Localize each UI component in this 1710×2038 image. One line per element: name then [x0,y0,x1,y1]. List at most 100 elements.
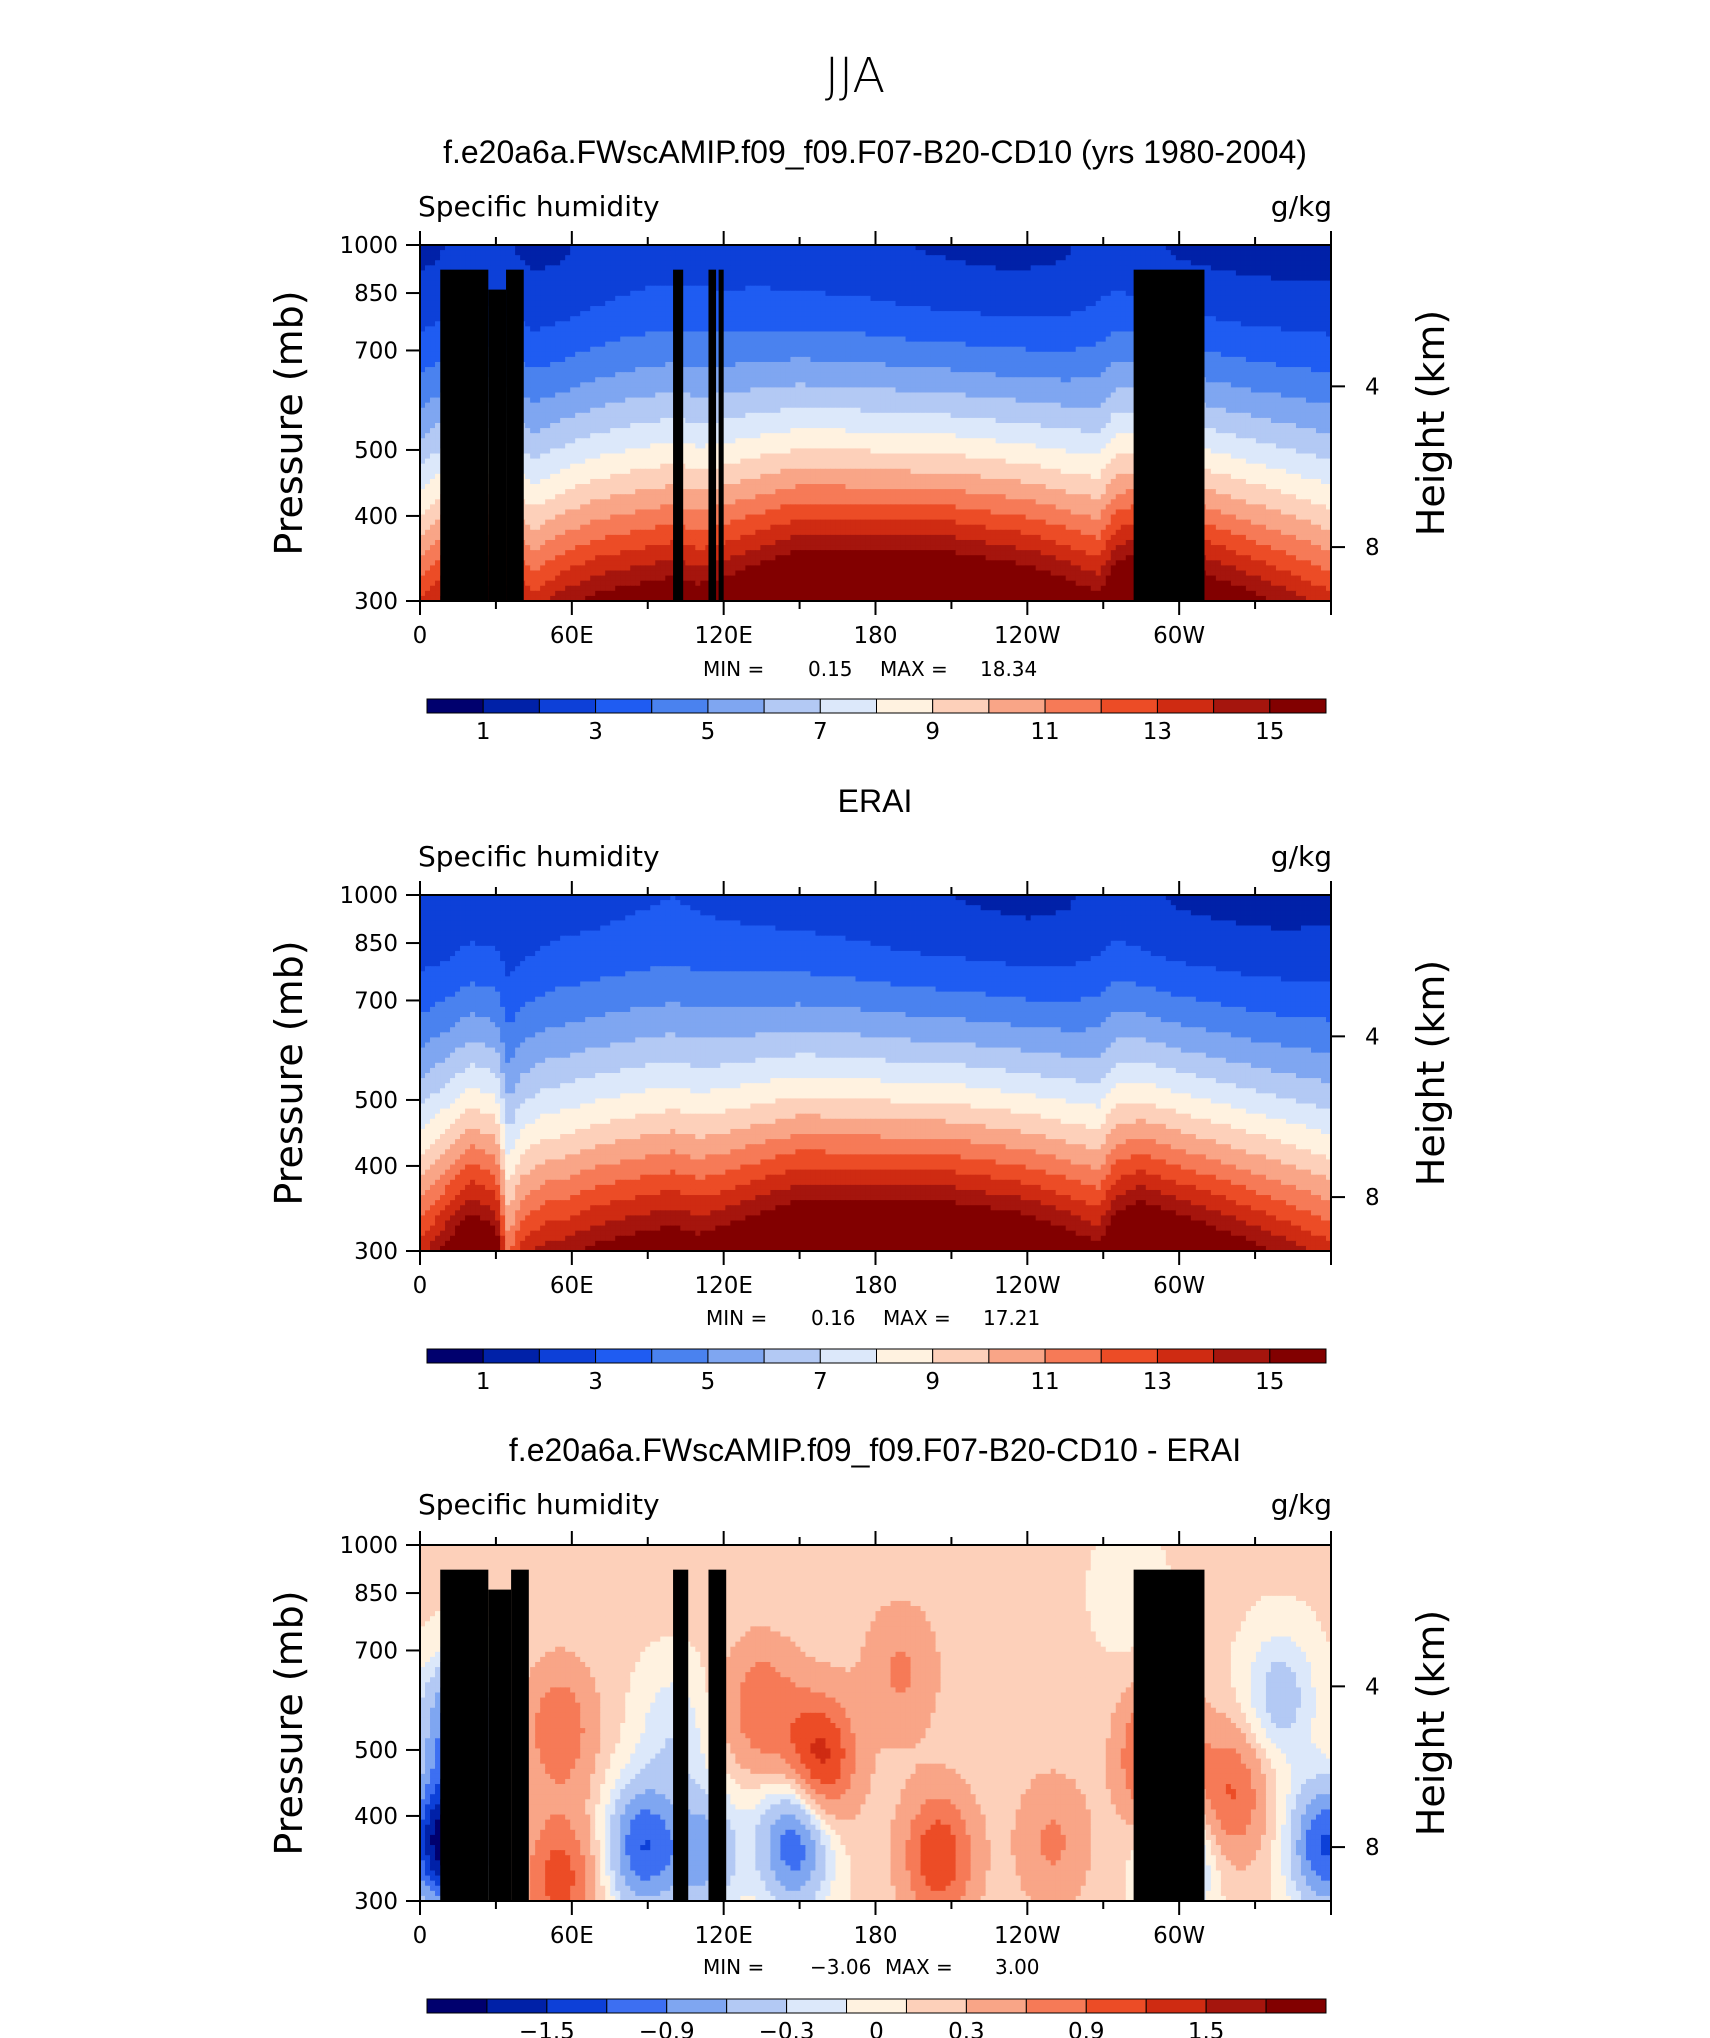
field-cell [705,265,711,272]
field-cell [440,260,446,266]
field-cell [485,260,491,266]
field-cell [545,382,551,388]
field-cell [760,372,766,378]
field-cell [830,255,837,261]
field-cell [595,321,601,327]
field-cell [1095,285,1102,292]
field-cell [610,260,616,266]
field-cell [425,280,431,287]
field-cell [655,275,661,282]
field-cell [915,331,922,338]
field-cell [810,311,817,317]
field-cell [765,275,771,282]
field-cell [1020,255,1027,261]
field-cell [705,311,711,317]
field-cell [890,270,897,277]
field-cell [960,245,967,251]
field-cell [1070,341,1077,348]
field-cell [625,245,631,251]
field-cell [420,260,426,266]
field-cell [1260,295,1267,302]
field-cell [950,321,957,327]
field-cell [1090,367,1097,373]
field-cell [1325,336,1332,343]
field-cell [645,356,651,363]
field-cell [535,326,541,333]
field-cell [810,321,817,327]
field-cell [1030,336,1037,343]
field-cell [1010,306,1017,312]
field-cell [1045,280,1052,287]
field-cell [695,265,701,272]
field-cell [985,316,992,322]
field-cell [1265,245,1272,251]
field-cell [1230,346,1237,353]
field-cell [885,316,892,322]
field-cell [730,275,736,282]
field-cell [645,270,651,277]
field-cell [955,326,962,333]
field-cell [820,255,827,261]
field-cell [850,255,857,261]
field-cell [1120,326,1127,333]
field-cell [1315,346,1322,353]
field-cell [1100,326,1107,333]
field-cell [1165,255,1172,261]
field-cell [1205,356,1212,363]
field-cell [545,351,551,358]
field-cell [765,331,771,338]
field-cell [550,346,556,353]
field-cell [555,265,561,272]
field-cell [960,372,967,378]
field-cell [1265,361,1272,368]
field-cell [1325,377,1332,383]
field-cell [1285,361,1292,368]
field-cell [985,351,992,358]
field-cell [985,250,992,256]
field-cell [705,250,711,256]
field-cell [610,270,616,277]
field-cell [715,321,721,327]
field-cell [805,245,812,251]
field-cell [1105,367,1112,373]
field-cell [1110,311,1117,317]
field-cell [965,275,972,282]
field-cell [610,311,616,317]
field-cell [825,377,832,383]
field-cell [1235,356,1242,363]
field-cell [1225,356,1232,363]
field-cell [1055,285,1062,292]
field-cell [1090,245,1097,251]
field-cell [640,275,646,282]
field-cell [790,285,797,292]
field-cell [960,336,967,343]
field-cell [1065,270,1072,277]
field-cell [985,255,992,261]
field-cell [1095,351,1102,358]
field-cell [765,295,771,302]
field-cell [1275,377,1282,383]
field-cell [715,255,721,261]
field-cell [1205,372,1212,378]
field-cell [915,270,922,277]
field-cell [1010,260,1017,266]
field-cell [1245,295,1252,302]
field-cell [420,295,426,302]
field-cell [1240,336,1247,343]
field-cell [1065,280,1072,287]
field-cell [1195,260,1202,266]
field-cell [960,377,967,383]
field-cell [1240,260,1247,266]
field-cell [945,356,952,363]
field-cell [865,316,872,322]
field-cell [435,351,441,358]
field-cell [875,316,882,322]
field-cell [1050,285,1057,292]
field-cell [1095,336,1102,343]
field-cell [755,250,761,256]
field-cell [980,361,987,368]
field-cell [1250,316,1257,322]
field-cell [1140,260,1147,266]
field-cell [1210,306,1217,312]
field-cell [510,265,516,272]
